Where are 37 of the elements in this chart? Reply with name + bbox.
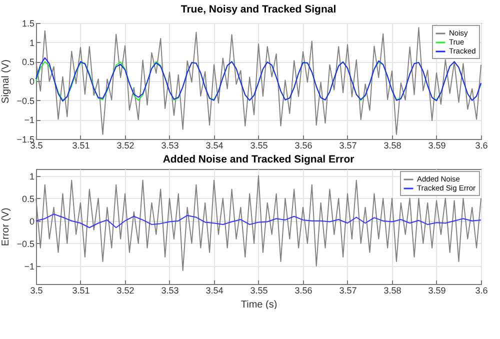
y-tick-label: −0.5 xyxy=(16,238,34,249)
x-tick-label: 3.5 xyxy=(30,286,43,296)
x-tick-label: 3.51 xyxy=(72,140,90,150)
y-tick-label: 1.5 xyxy=(22,18,34,28)
x-tick-label: 3.58 xyxy=(384,140,402,150)
y-axis-title: Signal (V) xyxy=(0,60,12,104)
x-tick-label: 3.5 xyxy=(30,140,43,150)
y-tick-label: 1 xyxy=(29,171,34,182)
x-tick-label: 3.53 xyxy=(161,286,179,296)
x-tick-label: 3.56 xyxy=(294,140,312,150)
x-tick-label: 3.55 xyxy=(250,140,268,150)
x-tick-label: 3.57 xyxy=(339,286,357,296)
x-tick-label: 3.56 xyxy=(294,286,312,296)
y-tick-label: −0.5 xyxy=(16,96,34,106)
y-tick-label: −1 xyxy=(24,115,34,126)
y-tick-label: 0.5 xyxy=(22,194,34,204)
x-tick-label: 3.59 xyxy=(428,286,446,296)
x-tick-label: 3.52 xyxy=(116,286,134,296)
x-tick-label: 3.58 xyxy=(384,286,402,296)
x-tick-label: 3.57 xyxy=(339,140,357,150)
x-tick-label: 3.53 xyxy=(161,140,179,150)
y-tick-label: −1 xyxy=(24,261,34,272)
x-tick-label: 3.54 xyxy=(206,286,224,296)
y-tick-label: 0 xyxy=(29,216,34,226)
chart-title: True, Noisy and Tracked Signal xyxy=(180,4,336,16)
x-tick-label: 3.51 xyxy=(72,286,90,296)
x-tick-label: 3.55 xyxy=(250,286,268,296)
y-tick-label: 0.5 xyxy=(22,57,34,68)
y-tick-label: 0 xyxy=(29,76,34,86)
x-tick-label: 3.6 xyxy=(475,140,488,150)
y-axis-title: Error (V) xyxy=(0,208,12,246)
x-tick-label: 3.6 xyxy=(475,286,488,296)
chart-title: Added Noise and Tracked Signal Error xyxy=(162,154,354,166)
y-tick-label: 1 xyxy=(29,38,34,48)
x-tick-label: 3.54 xyxy=(206,140,224,150)
x-tick-label: 3.52 xyxy=(116,140,134,150)
x-tick-label: 3.59 xyxy=(428,140,446,150)
